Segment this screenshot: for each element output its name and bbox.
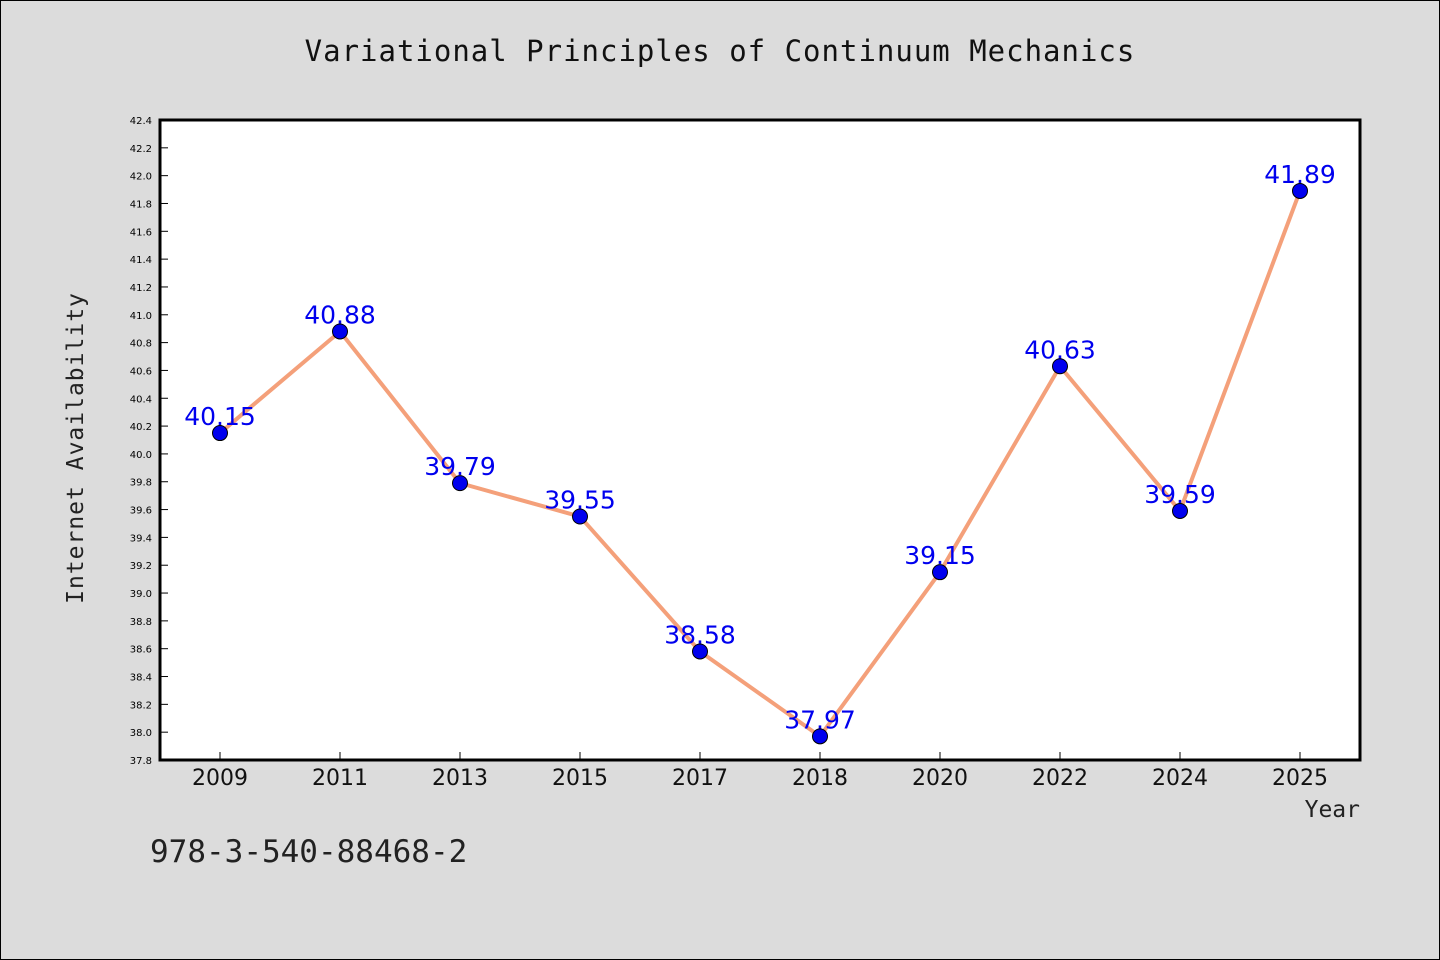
x-tick-label: 2011 xyxy=(312,766,368,791)
data-point xyxy=(1052,358,1068,375)
y-tick-label: 39.8 xyxy=(130,478,152,489)
x-tick-label: 2018 xyxy=(792,766,848,791)
y-tick-label: 40.0 xyxy=(130,450,152,461)
x-tick-label: 2024 xyxy=(1152,766,1208,791)
y-tick-label: 40.6 xyxy=(130,366,152,377)
y-tick-label: 41.0 xyxy=(130,311,152,322)
x-tick-label: 2015 xyxy=(552,766,608,791)
y-tick-label: 40.2 xyxy=(130,422,152,433)
y-tick-label: 37.8 xyxy=(130,756,152,767)
y-tick-label: 38.2 xyxy=(130,700,152,711)
x-tick-label: 2025 xyxy=(1272,766,1328,791)
data-point xyxy=(332,323,348,340)
data-point xyxy=(1172,502,1188,519)
y-tick-label: 42.4 xyxy=(130,116,152,127)
y-tick-label: 38.6 xyxy=(130,645,152,656)
data-point xyxy=(692,643,708,660)
y-tick-label: 42.0 xyxy=(130,172,152,183)
y-tick-label: 41.8 xyxy=(130,199,152,210)
y-tick-label: 42.2 xyxy=(130,144,152,155)
y-tick-label: 40.8 xyxy=(130,339,152,350)
y-tick-label: 39.4 xyxy=(130,533,152,544)
y-tick-label: 41.2 xyxy=(130,283,152,294)
y-tick-label: 39.0 xyxy=(130,589,152,600)
isbn-text: 978-3-540-88468-2 xyxy=(150,834,468,870)
y-tick-label: 38.4 xyxy=(130,673,152,684)
x-tick-label: 2017 xyxy=(672,766,728,791)
y-tick-label: 40.4 xyxy=(130,394,152,405)
data-point xyxy=(812,728,828,745)
data-point xyxy=(932,564,948,581)
data-point xyxy=(212,425,228,442)
chart-title: Variational Principles of Continuum Mech… xyxy=(304,34,1136,68)
plot-area xyxy=(160,120,1360,760)
y-tick-label: 38.8 xyxy=(130,617,152,628)
y-tick-label: 39.6 xyxy=(130,506,152,517)
data-point xyxy=(1292,182,1308,199)
x-axis-label: Year xyxy=(1304,797,1360,823)
y-tick-label: 41.6 xyxy=(130,227,152,238)
y-tick-label: 39.2 xyxy=(130,561,152,572)
plot-border xyxy=(158,118,1362,762)
x-tick-label: 2022 xyxy=(1032,766,1088,791)
y-tick-label: 41.4 xyxy=(130,255,152,266)
data-point xyxy=(452,475,468,492)
series-line xyxy=(218,188,1302,739)
x-tick-label: 2020 xyxy=(912,766,968,791)
y-tick-label: 38.0 xyxy=(130,728,152,739)
x-tick-label: 2009 xyxy=(192,766,248,791)
data-point xyxy=(572,508,588,525)
x-tick-label: 2013 xyxy=(432,766,488,791)
